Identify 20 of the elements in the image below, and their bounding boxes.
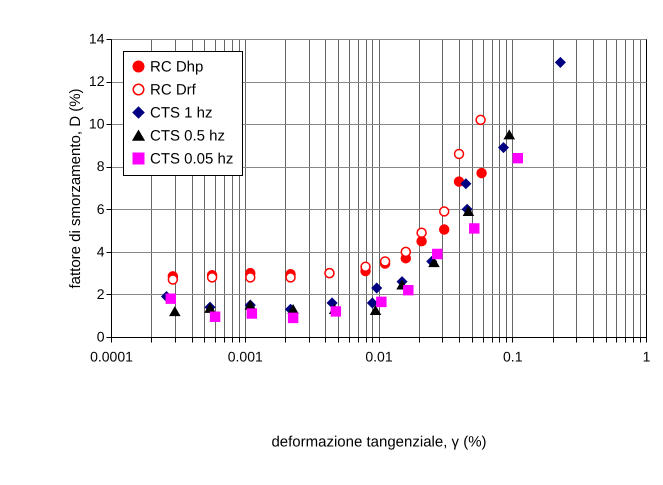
x-tick-label: 0.001 <box>228 348 263 364</box>
y-tick-label: 6 <box>96 200 105 217</box>
legend-label: CTS 0.05 hz <box>150 150 234 168</box>
y-tick-label: 4 <box>96 243 105 260</box>
y-tick-label: 2 <box>96 286 105 302</box>
x-tick-label: 0.1 <box>503 348 523 364</box>
legend-label: CTS 1 hz <box>150 104 213 122</box>
y-tick-label: 14 <box>88 30 105 46</box>
legend-label: CTS 0.5 hz <box>150 128 226 144</box>
legend-label: RC Dhp <box>150 58 204 76</box>
y-tick-label: 8 <box>96 158 105 174</box>
x-tick-label: 0.0001 <box>90 348 134 364</box>
legend-label: RC Drf <box>150 82 197 98</box>
x-axis-title: deformazione tangenziale, γ (%) <box>271 434 487 450</box>
y-tick-label: 12 <box>88 73 105 90</box>
x-tick-label: 0.01 <box>365 348 393 364</box>
y-axis-title: fattore di smorzamento, D (%) <box>66 88 84 289</box>
x-tick-label: 1 <box>642 348 651 364</box>
y-tick-label: 10 <box>88 116 105 132</box>
y-tick-label: 0 <box>96 328 105 344</box>
